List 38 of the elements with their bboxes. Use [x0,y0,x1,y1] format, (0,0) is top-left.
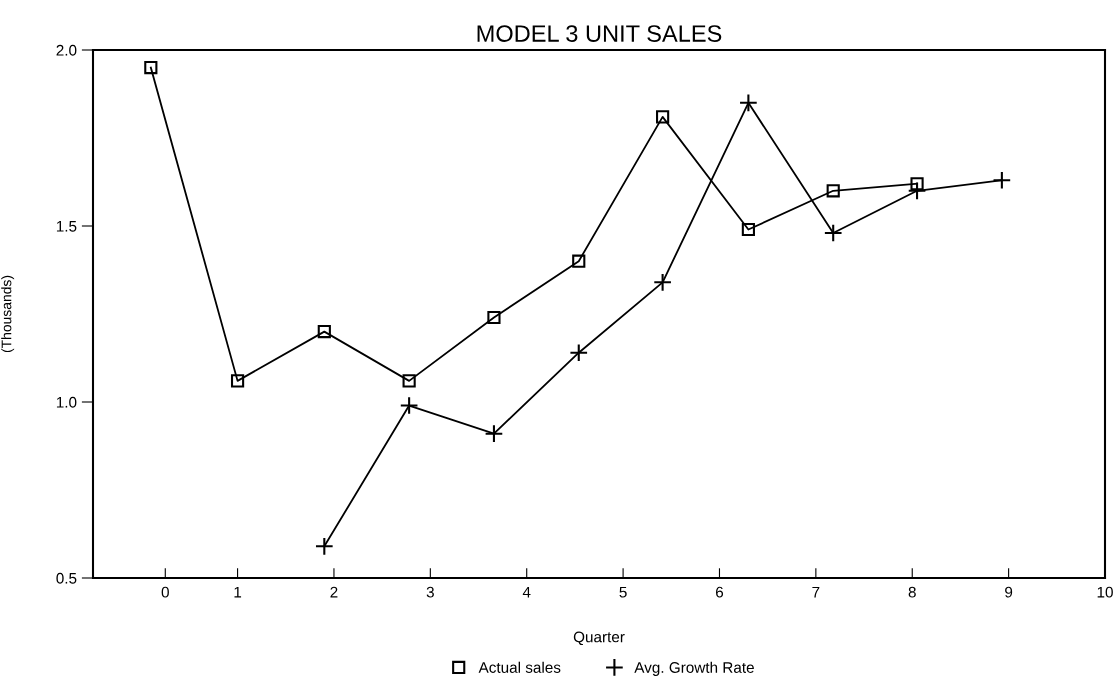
y-tick-label: 1.5 [56,221,77,232]
x-tick-label: 3 [426,586,434,598]
point [487,310,501,325]
x-tick-label: 0 [161,586,169,598]
x-axis-title: Quarter [573,631,625,646]
point [317,325,331,339]
point [741,222,755,237]
point [484,424,504,444]
point [569,343,589,363]
point [910,177,924,191]
x-tick-label: 6 [716,586,724,598]
point [399,396,419,415]
x-tick-label: 7 [812,586,820,598]
y-tick-label: 0.5 [56,572,77,584]
x-tick-label: 10 [1097,586,1113,598]
point [572,254,586,268]
point [230,374,245,388]
x-tick-label: 1 [234,586,242,598]
y-axis-title: (Thousands) [1,275,15,353]
point [402,374,416,388]
x-tick-label: 9 [1005,586,1013,598]
x-tick-label: 4 [522,586,531,598]
x-tick-label: 5 [619,586,627,598]
point [144,61,158,75]
point [992,170,1012,190]
legend-label: Actual sales [478,661,561,673]
point [653,272,672,292]
legend-label: Avg. Growth Rate [634,661,754,676]
point [826,184,840,198]
point [823,223,843,243]
y-tick-label: 2.0 [56,44,77,56]
x-tick-label: 8 [908,586,916,598]
point [314,536,334,556]
point [656,110,670,124]
chart-title: MODEL 3 UNIT SALES [477,25,722,42]
x-tick-label: 2 [330,586,338,598]
point [739,93,758,113]
y-tick-label: 1.0 [56,396,77,408]
